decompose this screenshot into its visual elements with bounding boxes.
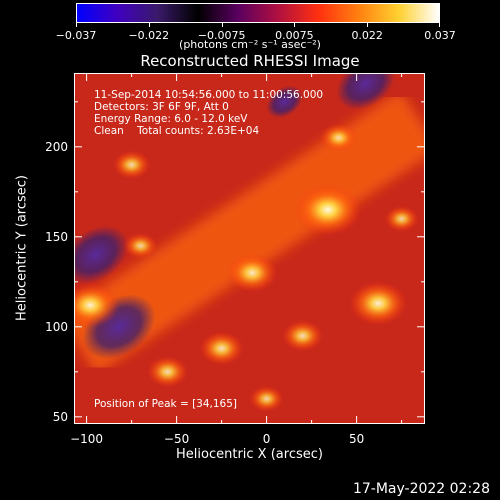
image-bright-source [112, 150, 151, 180]
image-title: Reconstructed RHESSI Image [140, 52, 360, 70]
annotation-detectors: Detectors: 3F 6F 9F, Att 0 [94, 101, 229, 113]
x-tick-label: 0 [262, 432, 271, 446]
axis-ticks [74, 73, 425, 424]
colorbar-gradient [76, 3, 440, 23]
colorbar-tick-mark [294, 22, 296, 27]
colorbar-tick-label: 0.037 [424, 29, 456, 42]
image-void [266, 85, 303, 119]
colorbar-tick-mark [367, 22, 369, 27]
axis-frame [74, 73, 425, 424]
colorbar-tick-label: −0.037 [55, 29, 97, 42]
colorbar: −0.037 −0.022 −0.0075 0.0075 0.022 0.037 [56, 3, 456, 42]
colorbar-tick-mark [221, 22, 223, 27]
image-void [74, 225, 129, 284]
plot-timestamp: 17-May-2022 02:28 [352, 481, 490, 497]
image-bright-source [74, 283, 120, 328]
y-tick-label: 200 [45, 139, 68, 154]
colorbar-tick-mark [148, 22, 150, 27]
image-bright-source [226, 253, 278, 293]
image-bright-source [349, 281, 408, 326]
x-axis-label: Heliocentric X (arcsec) [176, 447, 323, 462]
y-tick-label: 100 [45, 319, 68, 334]
colorbar-tick-label: −0.022 [128, 29, 170, 42]
image-bright-source [123, 232, 158, 259]
colorbar-tick-label: 0.022 [351, 29, 383, 42]
image-bright-source [199, 331, 244, 366]
colorbar-tick-mark [76, 22, 77, 27]
y-axis-label: Heliocentric Y (arcsec) [14, 175, 30, 321]
image-void [336, 73, 395, 110]
image-bright-source [147, 356, 188, 388]
colorbar-tick-label: −0.0075 [197, 29, 246, 42]
x-tick-label: −100 [70, 432, 104, 446]
x-tick-label: 50 [348, 432, 365, 446]
image-bright-source [282, 320, 323, 352]
peak-position-label: Position of Peak = [34,165] [94, 398, 238, 410]
image-bright-source [384, 205, 419, 232]
annotation-energy-range: Energy Range: 6.0 - 12.0 keV [94, 113, 248, 125]
rhessi-image [74, 73, 425, 424]
image-bright-source [293, 183, 362, 236]
image-bright-source [249, 385, 284, 412]
image-bright-source [319, 123, 358, 153]
colorbar-tick-label: 0.0075 [275, 29, 314, 42]
x-tick-label: −50 [163, 432, 190, 446]
y-tick-label: 150 [45, 229, 68, 244]
plot-area: 11-Sep-2014 10:54:56.000 to 11:00:56.000… [74, 73, 425, 424]
annotation-time-range: 11-Sep-2014 10:54:56.000 to 11:00:56.000 [94, 89, 324, 101]
colorbar-units: (photons cm⁻² s⁻¹ asec⁻²) [179, 38, 321, 51]
colorbar-tick-mark [439, 22, 440, 27]
y-tick-label: 50 [52, 409, 68, 424]
annotation-total-counts: Clean Total counts: 2.63E+04 [94, 125, 260, 137]
